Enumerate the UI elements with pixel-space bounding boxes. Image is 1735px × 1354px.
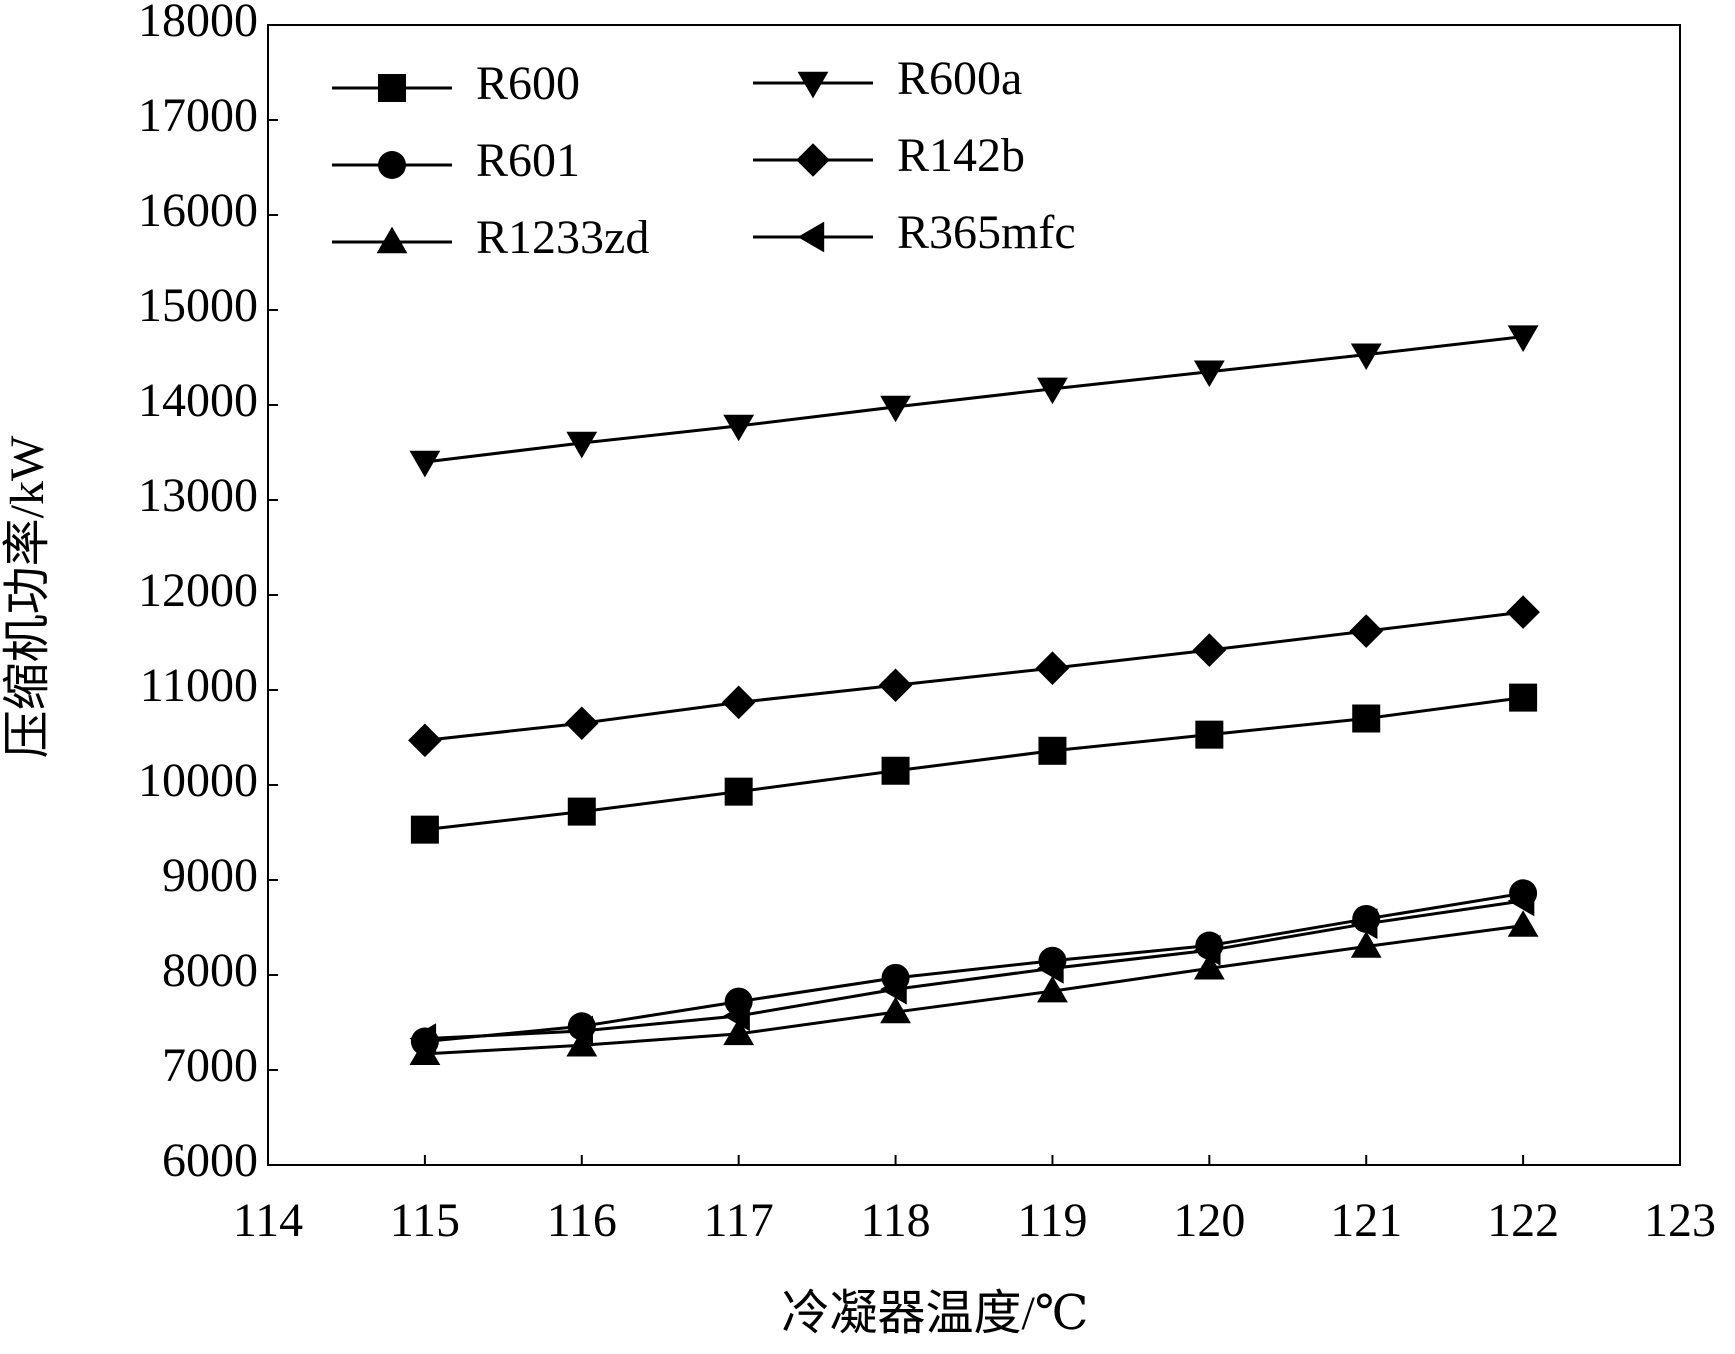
data-point bbox=[1035, 651, 1070, 685]
legend-label: R1233zd bbox=[476, 211, 649, 264]
legend-marker bbox=[797, 71, 829, 99]
data-point bbox=[1350, 908, 1378, 940]
data-point bbox=[723, 1000, 750, 1032]
x-tick-label: 117 bbox=[704, 1194, 774, 1247]
data-point bbox=[1037, 377, 1068, 405]
data-point bbox=[880, 996, 911, 1024]
data-point bbox=[1038, 736, 1067, 765]
data-point bbox=[721, 685, 756, 720]
y-tick-label: 18000 bbox=[138, 0, 258, 47]
y-tick-label: 17000 bbox=[138, 89, 258, 142]
data-point bbox=[878, 668, 913, 703]
series-line bbox=[424, 891, 1524, 1043]
data-point bbox=[566, 431, 598, 459]
legend-marker bbox=[797, 221, 825, 253]
data-point bbox=[1349, 614, 1384, 648]
y-tick-label: 13000 bbox=[138, 469, 258, 522]
legend-label: R600 bbox=[476, 57, 580, 110]
data-point bbox=[566, 1029, 598, 1057]
y-tick-label: 9000 bbox=[162, 849, 258, 902]
legend-label: R142b bbox=[897, 129, 1025, 182]
data-point bbox=[1352, 704, 1381, 733]
data-point bbox=[1193, 360, 1225, 388]
data-point bbox=[409, 1023, 437, 1055]
data-point bbox=[1350, 931, 1382, 958]
data-point bbox=[1192, 633, 1227, 667]
data-point bbox=[1507, 910, 1539, 937]
data-point bbox=[1193, 952, 1225, 980]
data-point bbox=[1037, 975, 1068, 1003]
legend-marker bbox=[796, 143, 830, 177]
series-line bbox=[424, 610, 1524, 742]
data-point bbox=[1509, 683, 1538, 712]
y-tick-label: 12000 bbox=[138, 564, 258, 617]
y-tick-label: 6000 bbox=[162, 1134, 258, 1187]
legend-label: R601 bbox=[476, 134, 580, 187]
data-point bbox=[880, 973, 907, 1005]
data-point bbox=[410, 815, 439, 844]
x-tick-label: 116 bbox=[547, 1194, 617, 1247]
data-point bbox=[1506, 595, 1540, 629]
x-tick-label: 121 bbox=[1330, 1194, 1402, 1247]
data-point bbox=[567, 797, 596, 826]
y-tick-label: 14000 bbox=[138, 374, 258, 427]
series-line bbox=[424, 696, 1524, 832]
x-tick-label: 115 bbox=[390, 1194, 460, 1247]
x-tick-label: 118 bbox=[860, 1194, 930, 1247]
x-tick-label: 119 bbox=[1017, 1194, 1087, 1247]
y-tick-label: 16000 bbox=[138, 184, 258, 237]
data-point bbox=[1507, 325, 1539, 352]
data-point bbox=[1195, 720, 1224, 749]
legend-marker bbox=[378, 151, 406, 179]
legend-marker bbox=[378, 74, 406, 102]
data-point bbox=[409, 1038, 441, 1066]
x-tick-label: 123 bbox=[1644, 1194, 1716, 1247]
legend-label: R365mfc bbox=[897, 206, 1076, 259]
data-point bbox=[564, 706, 599, 741]
series-line bbox=[424, 335, 1524, 464]
x-tick-label: 120 bbox=[1173, 1194, 1245, 1247]
series-line bbox=[424, 899, 1524, 1041]
y-tick-label: 15000 bbox=[138, 279, 258, 332]
data-point bbox=[1037, 952, 1064, 984]
x-tick-label: 114 bbox=[233, 1194, 303, 1247]
data-point bbox=[408, 723, 442, 758]
x-axis-label: 冷凝器温度/℃ bbox=[781, 1287, 1088, 1340]
data-point bbox=[723, 1018, 755, 1046]
y-tick-label: 10000 bbox=[138, 754, 258, 807]
y-axis-label: 压缩机功率/kW bbox=[1, 435, 54, 758]
data-point bbox=[566, 1015, 593, 1047]
series-line bbox=[424, 924, 1524, 1056]
data-point bbox=[723, 414, 755, 442]
legend-marker bbox=[376, 226, 408, 254]
plot-frame bbox=[267, 24, 1681, 1166]
y-tick-label: 11000 bbox=[140, 659, 258, 712]
data-point bbox=[409, 450, 441, 478]
y-tick-label: 8000 bbox=[162, 944, 258, 997]
data-point bbox=[881, 756, 910, 785]
data-point bbox=[1193, 934, 1221, 966]
data-point bbox=[724, 777, 753, 806]
legend-label: R600a bbox=[897, 52, 1022, 105]
data-point bbox=[1350, 343, 1382, 371]
data-point bbox=[1507, 885, 1535, 917]
x-tick-label: 122 bbox=[1487, 1194, 1559, 1247]
y-tick-label: 7000 bbox=[162, 1039, 258, 1092]
data-point bbox=[880, 395, 911, 423]
